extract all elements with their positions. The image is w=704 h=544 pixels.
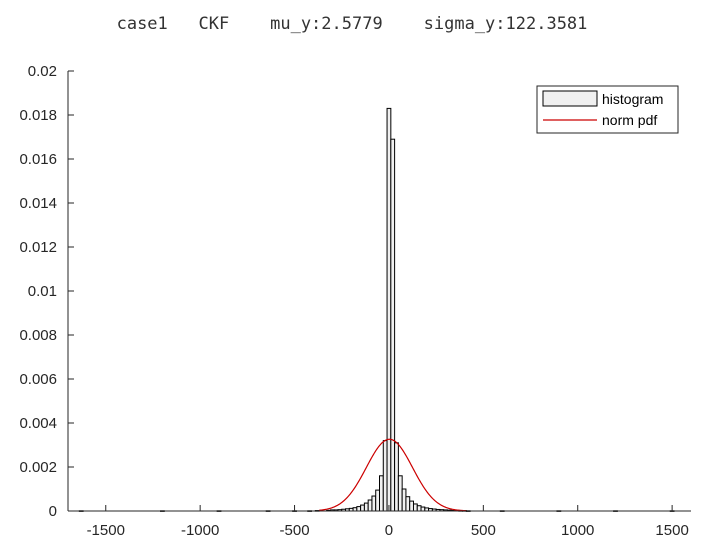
histogram-bar xyxy=(405,496,411,512)
y-tick-label: 0.01 xyxy=(28,283,57,300)
histogram-bar xyxy=(390,138,396,512)
y-tick-label: 0 xyxy=(49,503,57,520)
histogram-bar xyxy=(386,107,392,512)
histogram-bar xyxy=(371,495,377,512)
axes: -1500 -1000 -500 0 500 1000 1500 0 0.002 0.004 0.0… xyxy=(19,63,691,539)
legend-label-norm-pdf: norm pdf xyxy=(602,112,657,128)
histogram-bar xyxy=(367,499,373,512)
x-tick-label: 0 xyxy=(385,522,393,539)
histogram-bar xyxy=(394,442,399,512)
histogram-bar xyxy=(379,475,384,512)
histogram-bar xyxy=(397,475,403,512)
y-tick-label: 0.002 xyxy=(19,459,57,476)
x-tick-label: 500 xyxy=(471,522,496,539)
histogram-bars xyxy=(78,107,675,512)
x-tick-label: -1000 xyxy=(181,522,219,539)
histogram-bar xyxy=(382,440,388,512)
histogram-bar xyxy=(375,489,381,512)
histogram-bar xyxy=(409,500,414,512)
x-tick-label: -500 xyxy=(280,522,310,539)
histogram-bar xyxy=(416,505,422,512)
x-tick-label: 1000 xyxy=(561,522,594,539)
y-tick-label: 0.004 xyxy=(19,415,57,432)
y-tick-label: 0.016 xyxy=(19,151,57,168)
histogram-bar xyxy=(363,502,369,512)
histogram-bar xyxy=(360,504,365,512)
histogram-bar xyxy=(412,503,418,512)
histogram-bar xyxy=(420,506,426,512)
y-tick-label: 0.014 xyxy=(19,195,57,212)
y-tick-label: 0.018 xyxy=(19,107,57,124)
y-tick-label: 0.008 xyxy=(19,327,57,344)
x-tick-label: 1500 xyxy=(655,522,688,539)
histogram-bar xyxy=(401,488,407,512)
y-tick-label: 0.012 xyxy=(19,239,57,256)
chart-title: case1 CKF mu_y:2.5779 sigma_y:122.3581 xyxy=(116,14,588,34)
norm-pdf-line xyxy=(319,438,467,512)
histogram-bar xyxy=(356,506,362,512)
legend-label-histogram: histogram xyxy=(602,91,663,107)
y-tick-label: 0.02 xyxy=(28,63,57,80)
y-tick-label: 0.006 xyxy=(19,371,57,388)
legend-histogram-swatch xyxy=(542,90,598,107)
legend: histogram norm pdf xyxy=(536,85,679,134)
x-tick-label: -1500 xyxy=(87,522,125,539)
